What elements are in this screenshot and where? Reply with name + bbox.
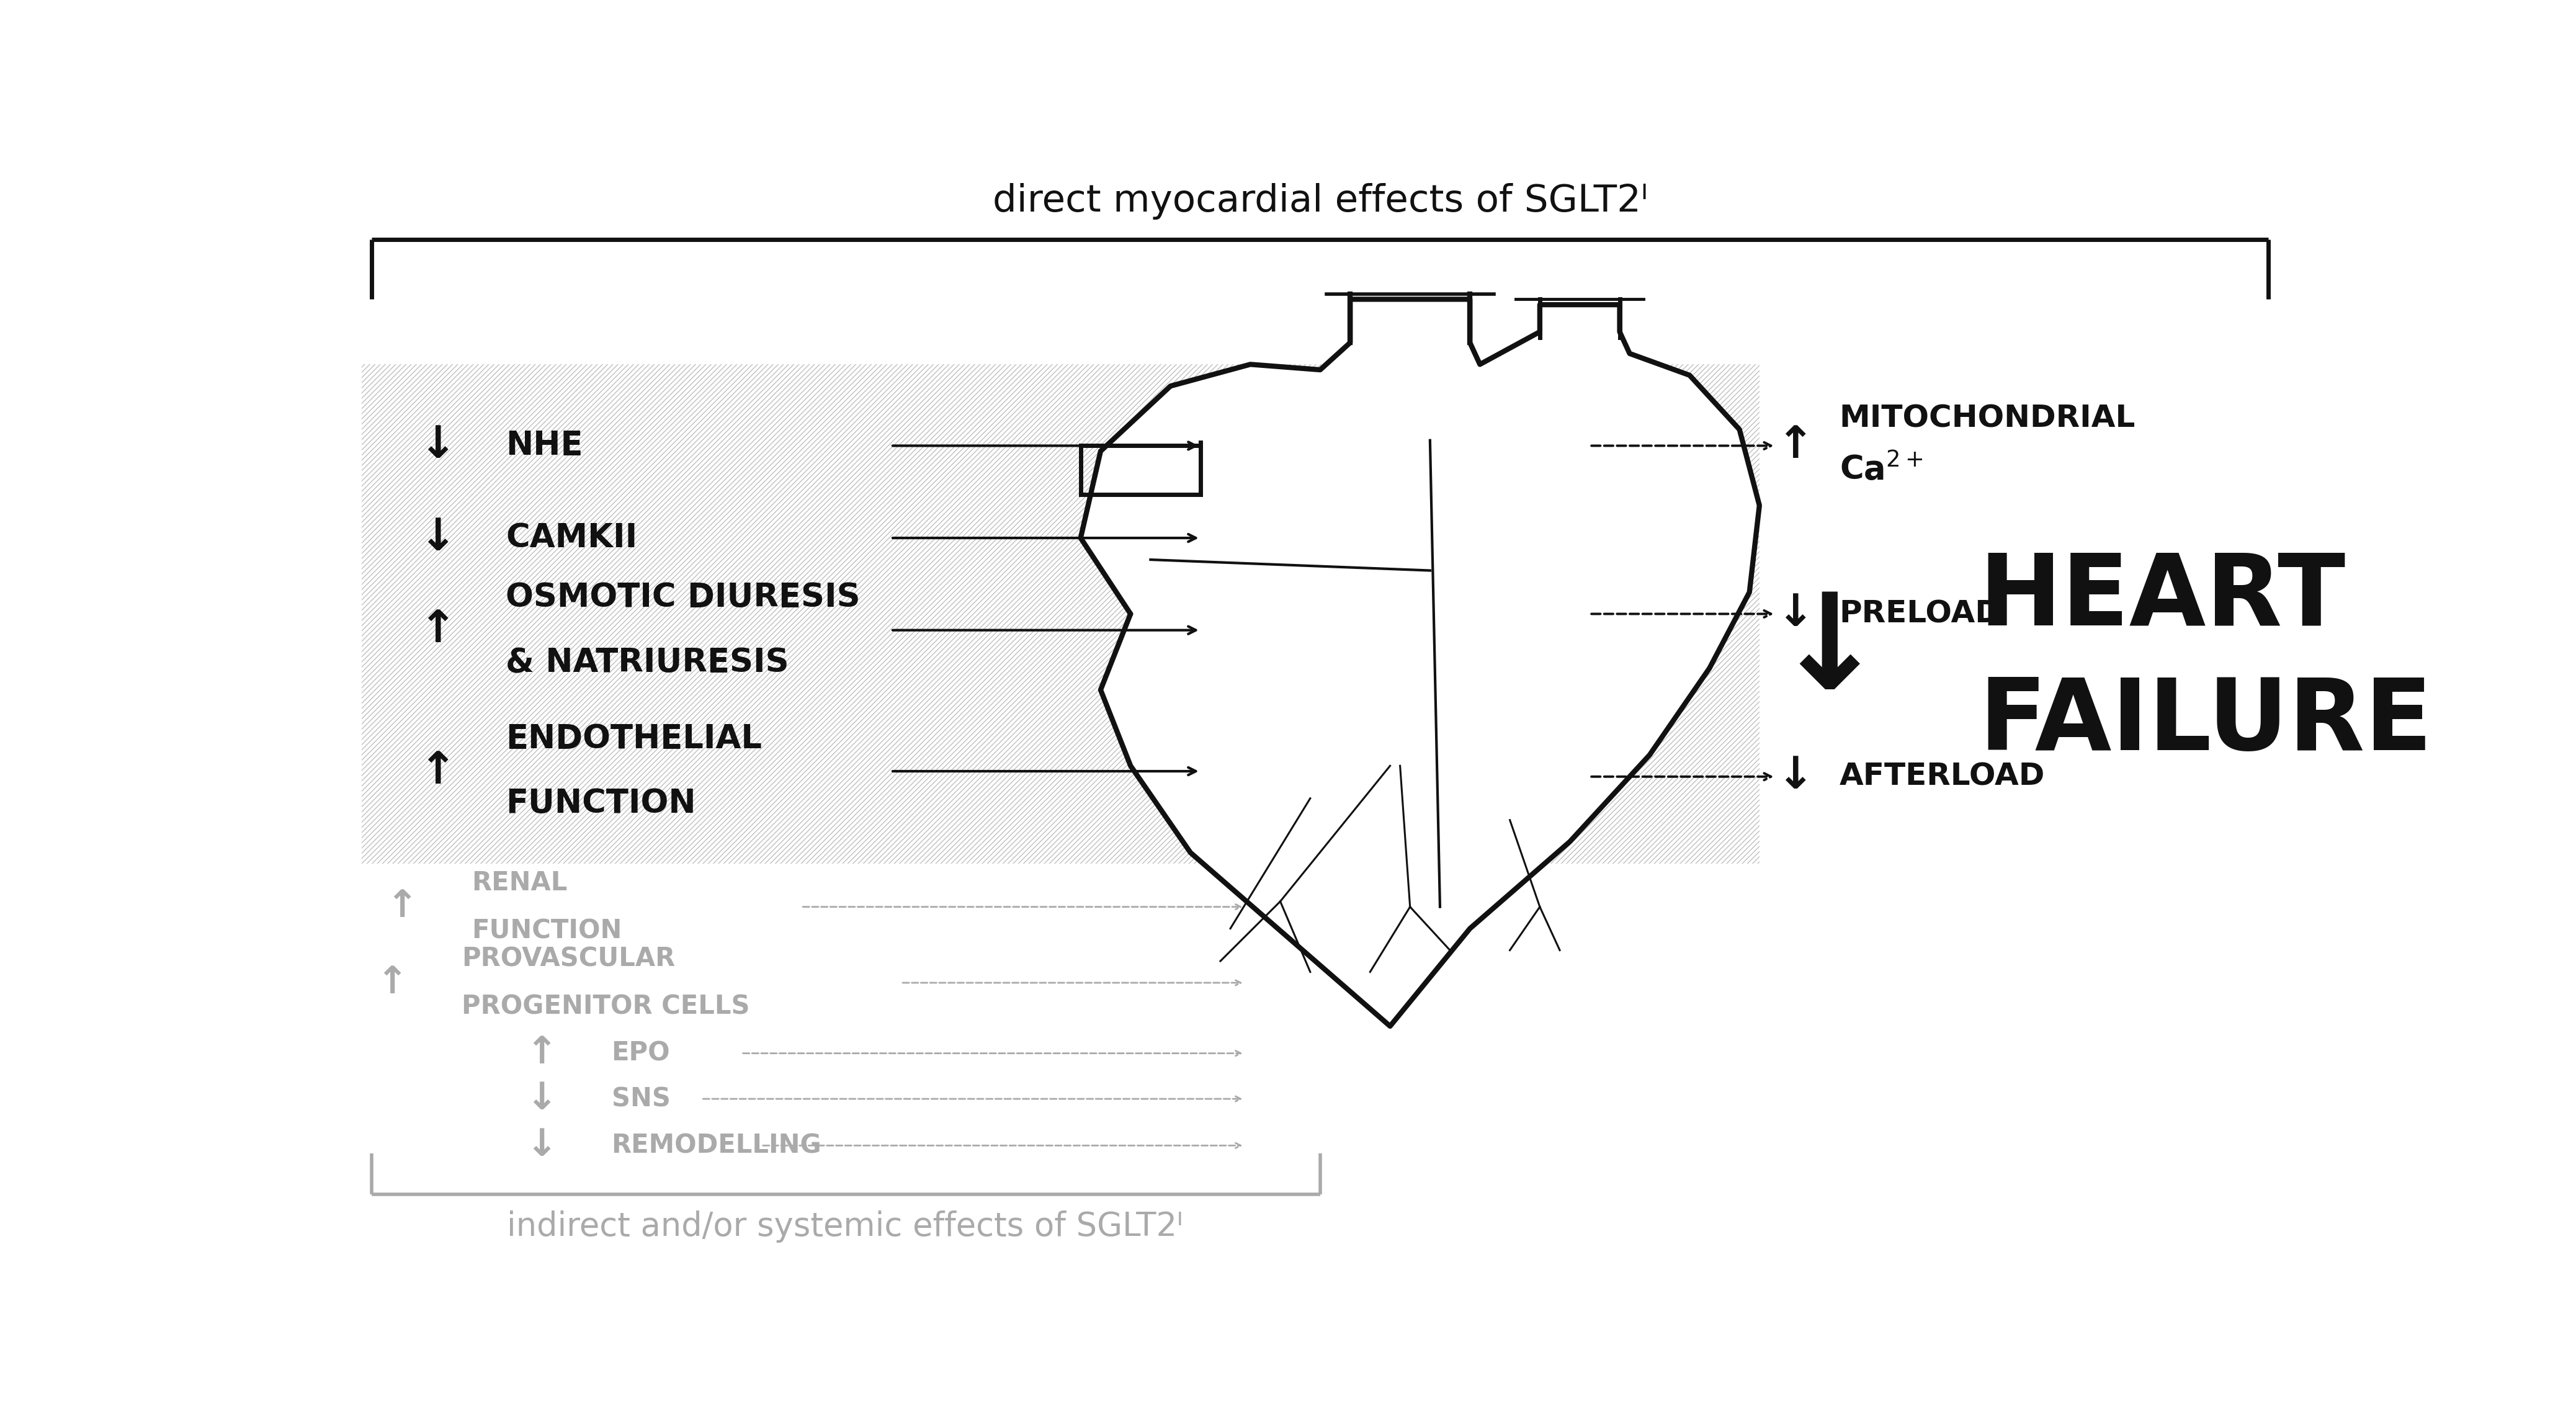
Text: PROGENITOR CELLS: PROGENITOR CELLS xyxy=(461,993,750,1020)
Bar xyxy=(361,365,2280,864)
Text: PROVASCULAR: PROVASCULAR xyxy=(461,945,675,972)
Text: ↓: ↓ xyxy=(1772,588,1886,717)
Text: REMODELLING: REMODELLING xyxy=(611,1133,822,1158)
Text: HEART: HEART xyxy=(1978,550,2347,645)
Text: AFTERLOAD: AFTERLOAD xyxy=(1839,762,2045,792)
Text: ↓: ↓ xyxy=(526,1081,556,1117)
Text: ↓: ↓ xyxy=(526,1127,556,1164)
Text: ↓: ↓ xyxy=(1777,593,1814,635)
Text: NHE: NHE xyxy=(505,430,582,462)
Text: ↓: ↓ xyxy=(420,517,456,559)
Text: RENAL: RENAL xyxy=(471,869,567,896)
Text: ↓: ↓ xyxy=(420,424,456,468)
Text: EPO: EPO xyxy=(611,1040,670,1067)
Text: FUNCTION: FUNCTION xyxy=(505,788,696,820)
Text: ENDOTHELIAL: ENDOTHELIAL xyxy=(505,723,762,755)
Text: ↑: ↑ xyxy=(376,965,407,1000)
Text: ↑: ↑ xyxy=(386,889,417,926)
Text: Ca$^{2+}$: Ca$^{2+}$ xyxy=(1839,452,1922,486)
Text: CAMKII: CAMKII xyxy=(505,521,636,554)
Text: & NATRIURESIS: & NATRIURESIS xyxy=(505,647,788,679)
Text: SNS: SNS xyxy=(611,1086,670,1112)
Text: ↑: ↑ xyxy=(1777,424,1814,468)
Text: ↑: ↑ xyxy=(420,609,456,651)
Text: MITOCHONDRIAL: MITOCHONDRIAL xyxy=(1839,404,2136,434)
Text: OSMOTIC DIURESIS: OSMOTIC DIURESIS xyxy=(505,582,860,614)
Text: ↓: ↓ xyxy=(1777,755,1814,797)
Text: FUNCTION: FUNCTION xyxy=(471,917,623,944)
Text: PRELOAD: PRELOAD xyxy=(1839,599,2002,628)
Text: ↑: ↑ xyxy=(420,750,456,793)
Text: FAILURE: FAILURE xyxy=(1978,675,2432,771)
Text: direct myocardial effects of SGLT2ᴵ: direct myocardial effects of SGLT2ᴵ xyxy=(992,183,1649,220)
Text: ↑: ↑ xyxy=(526,1036,556,1072)
Polygon shape xyxy=(1082,299,1759,1026)
Bar xyxy=(1759,365,2318,864)
Text: indirect and/or systemic effects of SGLT2ᴵ: indirect and/or systemic effects of SGLT… xyxy=(507,1210,1182,1243)
